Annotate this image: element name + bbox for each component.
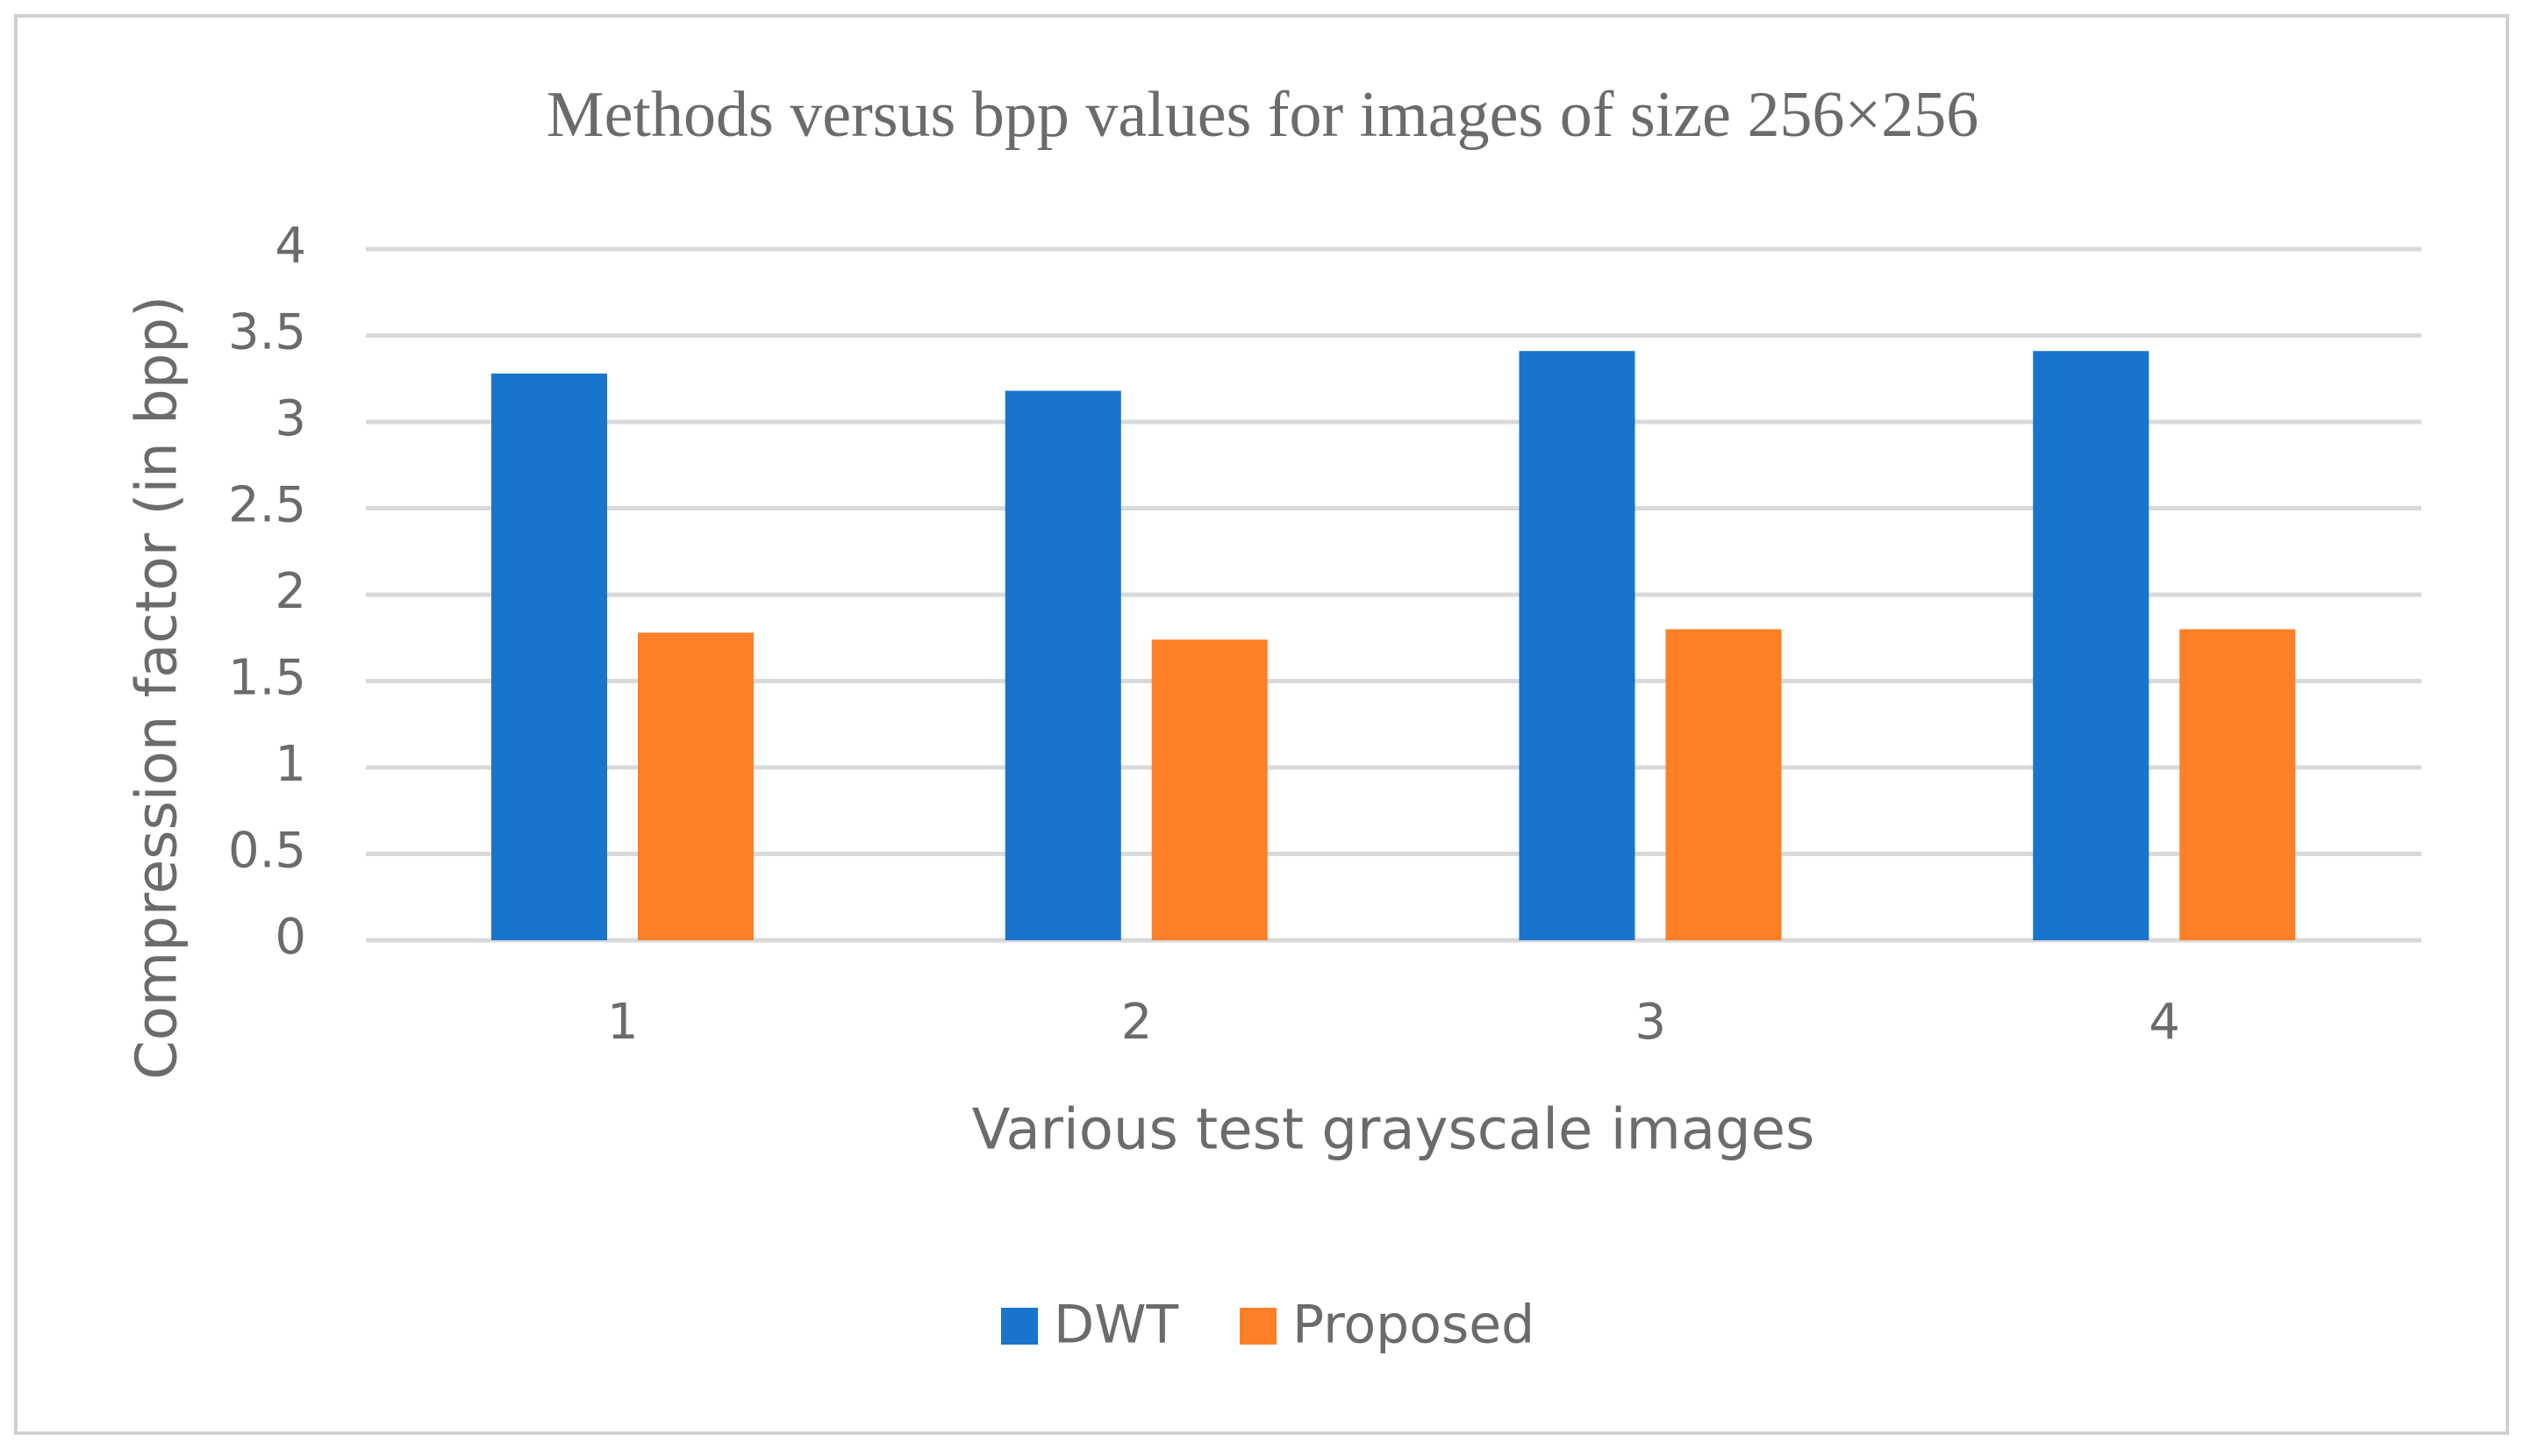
chart-title: Methods versus bpp values for images of … — [547, 79, 1978, 151]
y-tick-label: 2 — [275, 563, 306, 620]
y-tick-label: 1 — [275, 736, 306, 793]
x-tick-label: 3 — [1635, 994, 1667, 1051]
x-axis-title: Various test grayscale images — [972, 1098, 1815, 1163]
x-tick-label: 2 — [1121, 994, 1153, 1051]
x-tick-label: 4 — [2149, 994, 2180, 1051]
bar — [1005, 390, 1121, 940]
y-tick-label: 4 — [275, 218, 306, 275]
bar — [2179, 629, 2296, 940]
y-tick-label: 3 — [275, 390, 306, 447]
legend-label: Proposed — [1292, 1295, 1534, 1356]
legend-label: DWT — [1054, 1295, 1179, 1356]
y-tick-label: 0 — [275, 909, 306, 966]
legend-swatch — [1240, 1308, 1277, 1345]
x-tick-label: 1 — [607, 994, 639, 1051]
bar — [638, 632, 754, 940]
bar — [491, 373, 607, 941]
bar — [2033, 351, 2149, 941]
y-tick-label: 0.5 — [228, 823, 306, 880]
bar — [1519, 351, 1635, 941]
legend-swatch — [1001, 1308, 1038, 1345]
y-tick-label: 1.5 — [228, 650, 306, 707]
y-tick-label: 2.5 — [228, 477, 306, 534]
y-tick-label: 3.5 — [228, 304, 306, 361]
bar — [1665, 629, 1782, 940]
bar — [1151, 639, 1268, 940]
y-axis-title: Compression factor (in bpp) — [125, 296, 190, 1080]
